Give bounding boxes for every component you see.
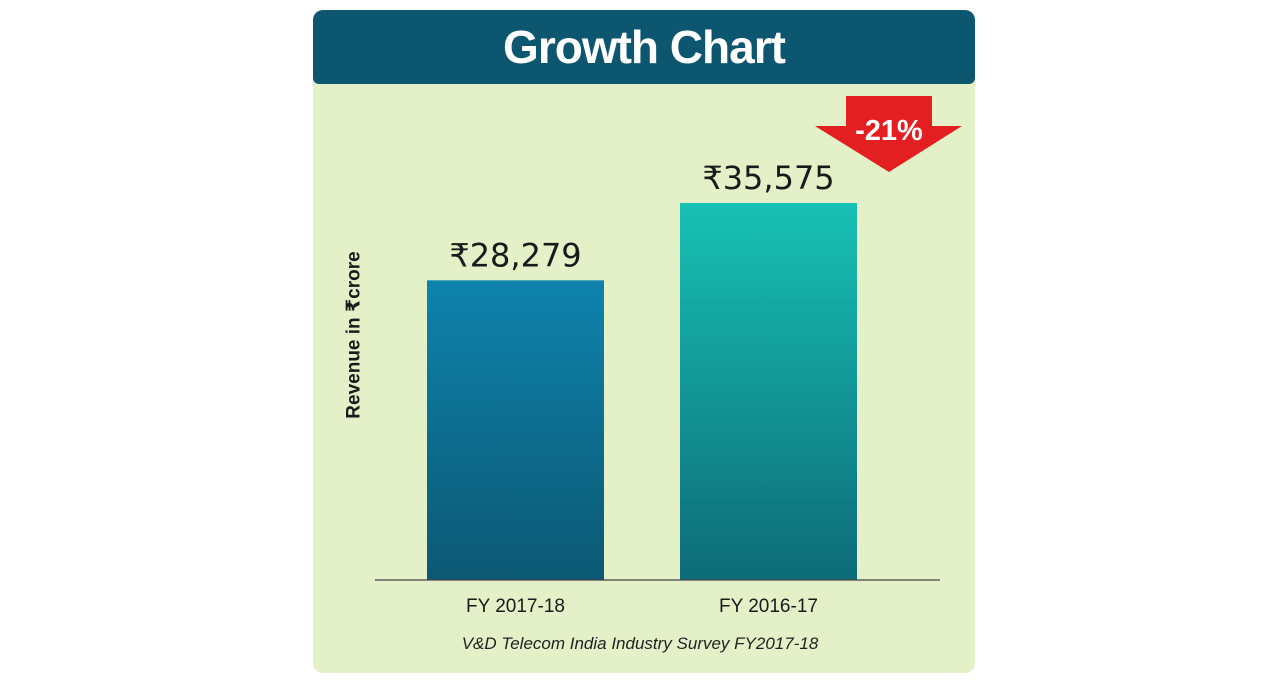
data-label-1: ₹28,279 xyxy=(449,236,581,274)
bar-2 xyxy=(680,203,857,580)
category-label-2: FY 2016-17 xyxy=(719,596,818,617)
labels-group: ₹28,279 FY 2017-18 ₹35,575 FY 2016-17 xyxy=(449,159,834,617)
decline-arrow-icon xyxy=(815,96,962,172)
data-label-2: ₹35,575 xyxy=(702,159,834,197)
bars-group xyxy=(427,203,857,580)
decline-percent-label: -21% xyxy=(855,115,923,147)
chart-header: Growth Chart xyxy=(313,10,975,84)
bar-1 xyxy=(427,280,604,580)
category-label-1: FY 2017-18 xyxy=(466,596,565,617)
source-note: V&D Telecom India Industry Survey FY2017… xyxy=(461,634,819,653)
annotation-group: -21% xyxy=(815,96,962,172)
chart-title: Growth Chart xyxy=(503,21,786,73)
